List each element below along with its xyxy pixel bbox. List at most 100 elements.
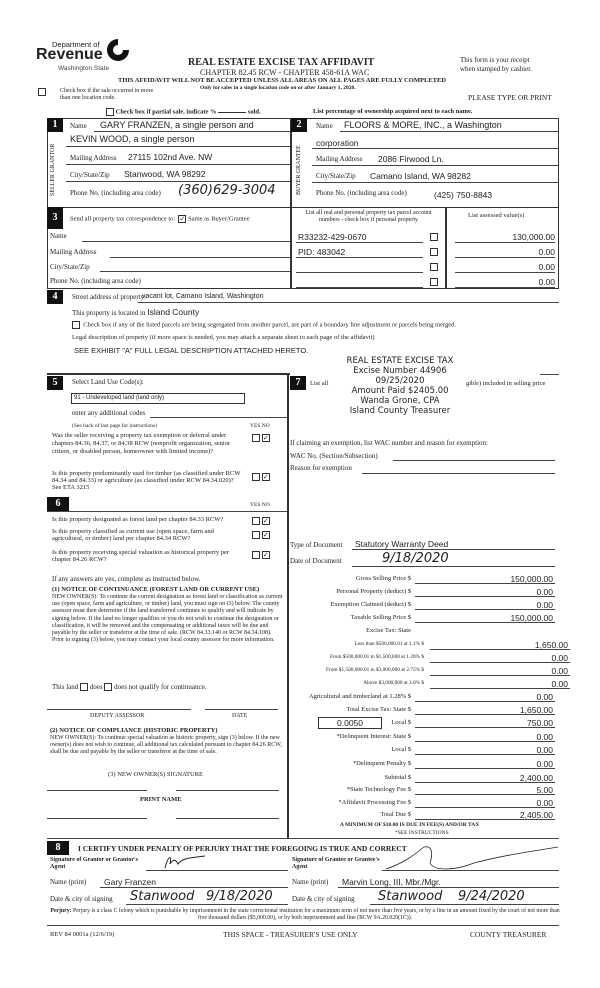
tax-row-value[interactable]: 0.00 [551,679,568,689]
tax-row-value[interactable]: 0.00 [536,798,553,808]
tax-row-value[interactable]: 0.00 [536,759,553,769]
q-timber-yes[interactable] [252,473,260,482]
personal-property-checkbox[interactable] [430,248,438,257]
tax-row-label: *Delinquent Penalty $ [352,760,411,767]
buyer-city[interactable]: Camano Island, WA 98282 [370,171,471,181]
q-forest-yes[interactable] [252,517,260,526]
section-8-number: 8 [47,841,69,855]
seller-address[interactable]: 27115 102nd Ave. NW [128,152,213,162]
seller-phone[interactable]: (360)629-3004 [178,183,276,198]
form-only-for: Only for sales in a single location code… [200,85,356,91]
q-historic-yes[interactable] [252,551,260,560]
tax-row-value[interactable]: 0.00 [536,692,553,702]
assessor-date-line[interactable] [205,709,278,710]
tax-row-value[interactable]: 150,000.00 [510,613,553,623]
grantor-signature-icon[interactable] [160,852,230,872]
assessed-value[interactable]: 0.00 [538,262,555,272]
q-forest-no[interactable]: ✓ [261,517,270,526]
local-rate-field[interactable]: 0.0050 [318,717,382,729]
q-exemption-no[interactable]: ✓ [261,434,270,443]
tax-row-label: Personal Property (deduct) $ [336,588,411,595]
mail-name-field[interactable] [82,241,290,242]
grantor-name-label: Name (print) [50,878,87,886]
buyer-name-2[interactable]: corporation [316,138,359,148]
tax-row-value[interactable]: 0.00 [536,745,553,755]
does-not-qualify-checkbox[interactable] [104,683,113,692]
tax-row-value[interactable]: 150,000.00 [510,574,553,584]
seller-name-1[interactable]: GARY FRANZEN, a single person and [100,120,254,130]
tax-row-value[interactable]: 0.00 [536,600,553,610]
county[interactable]: Island County [147,307,200,317]
tax-row-value[interactable]: 0.00 [536,732,553,742]
buyer-phone[interactable]: (425) 750-8843 [434,190,493,200]
mail-city-field[interactable] [100,271,290,272]
q-timber-no[interactable]: ✓ [261,473,270,482]
partial-pct-field[interactable] [218,112,247,114]
tax-row-value[interactable]: 1,650.00 [534,640,568,650]
divider [287,373,289,838]
doc-date[interactable]: 9/18/2020 [382,551,449,566]
grantee-name-label: Name (print) [292,878,329,886]
grantor-date[interactable]: 9/18/2020 [206,889,273,904]
new-owner-signature-line[interactable] [176,790,279,791]
multi-location-checkbox[interactable] [38,88,46,97]
section-3-number: 3 [47,207,63,229]
legal-description[interactable]: SEE EXHIBIT "A" FULL LEGAL DESCRIPTION A… [74,346,309,355]
tax-row-value[interactable]: 750.00 [527,718,553,728]
seller-name-2[interactable]: KEVIN WOOD, a single person [70,134,195,144]
segregate-checkbox[interactable] [72,321,80,329]
print-name-line[interactable] [176,818,279,819]
personal-property-checkbox[interactable] [430,263,438,272]
same-as-buyer-checkbox[interactable]: ✓ [178,215,187,223]
mail-address-field[interactable] [110,257,290,258]
q-historic-no[interactable]: ✓ [261,551,270,560]
logo-department: Department of [52,40,100,49]
grantee-city[interactable]: Stanwood [378,889,443,904]
buyer-address[interactable]: 2086 Firwood Ln. [378,154,444,164]
tax-row-label: Agricultural and timberland at 1.28% $ [308,693,411,700]
does-qualify-checkbox[interactable] [80,683,88,692]
send-correspondence-label: Send all property tax correspondence to: [70,215,176,223]
buyer-name-1[interactable]: FLOORS & MORE, INC., a Washington [344,120,502,130]
parcel-number[interactable]: R33232-429-0670 [298,232,367,242]
tax-row-value[interactable]: 2,405.00 [519,810,553,820]
q-exemption-yes[interactable] [252,434,260,443]
tax-row-value[interactable]: 0.00 [536,587,553,597]
assessed-value[interactable]: 0.00 [538,277,555,287]
additional-codes-label: enter any additional codes [72,409,146,417]
personal-property-checkbox[interactable] [430,278,438,287]
deputy-assessor-signature-line[interactable] [47,709,191,710]
buyer-city-label: City/State/Zip [316,172,356,180]
same-as-buyer-label: Same as Buyer/Grantee [188,215,250,223]
doc-type[interactable]: Statutory Warranty Deed [355,539,449,549]
new-owner-signature-line[interactable] [47,790,147,791]
land-use-code-field[interactable]: 91 - Undeveloped land (land only) [71,393,245,404]
print-name-line[interactable] [47,818,147,819]
county-treasurer-label: COUNTY TREASURER [470,930,547,939]
tax-row-value[interactable]: 5.00 [536,785,553,795]
grantee-signature-icon[interactable] [384,845,560,873]
tax-row-value[interactable]: 0.00 [551,666,568,676]
grantor-printed-name[interactable]: Gary Franzen [104,877,156,887]
wac-field[interactable] [393,460,555,461]
tax-row-value[interactable]: 1,650.00 [519,705,553,715]
additional-codes-field[interactable] [150,417,287,418]
receipt-note: This form is your receipt [460,56,530,64]
partial-sale-checkbox[interactable] [106,108,114,116]
grantor-city[interactable]: Stanwood [130,889,195,904]
assessed-value[interactable]: 0.00 [538,247,555,257]
tax-row-value[interactable]: 0.00 [551,653,568,663]
street-address[interactable]: vacant lot, Camano Island, Washington [142,293,264,300]
grantee-date[interactable]: 9/24/2020 [458,889,525,904]
tax-row-label: Above $3,000,000 at 3.0% $ [363,680,424,686]
q-current-use-yes[interactable] [252,531,260,540]
tax-row-value[interactable]: 2,400.00 [519,773,553,783]
grantee-printed-name[interactable]: Marvin Long, III, Mbr./Mgr. [342,877,441,887]
parcel-number[interactable]: PID: 483042 [298,247,346,257]
assessed-value[interactable]: 130,000.00 [512,232,555,242]
seller-city[interactable]: Stanwood, WA 98292 [124,169,206,179]
q-current-use-no[interactable]: ✓ [261,531,270,540]
personal-property-checkbox[interactable] [430,233,438,242]
reason-field[interactable] [362,473,555,474]
personal-property-label-end: gible) included in selling price [466,380,546,387]
